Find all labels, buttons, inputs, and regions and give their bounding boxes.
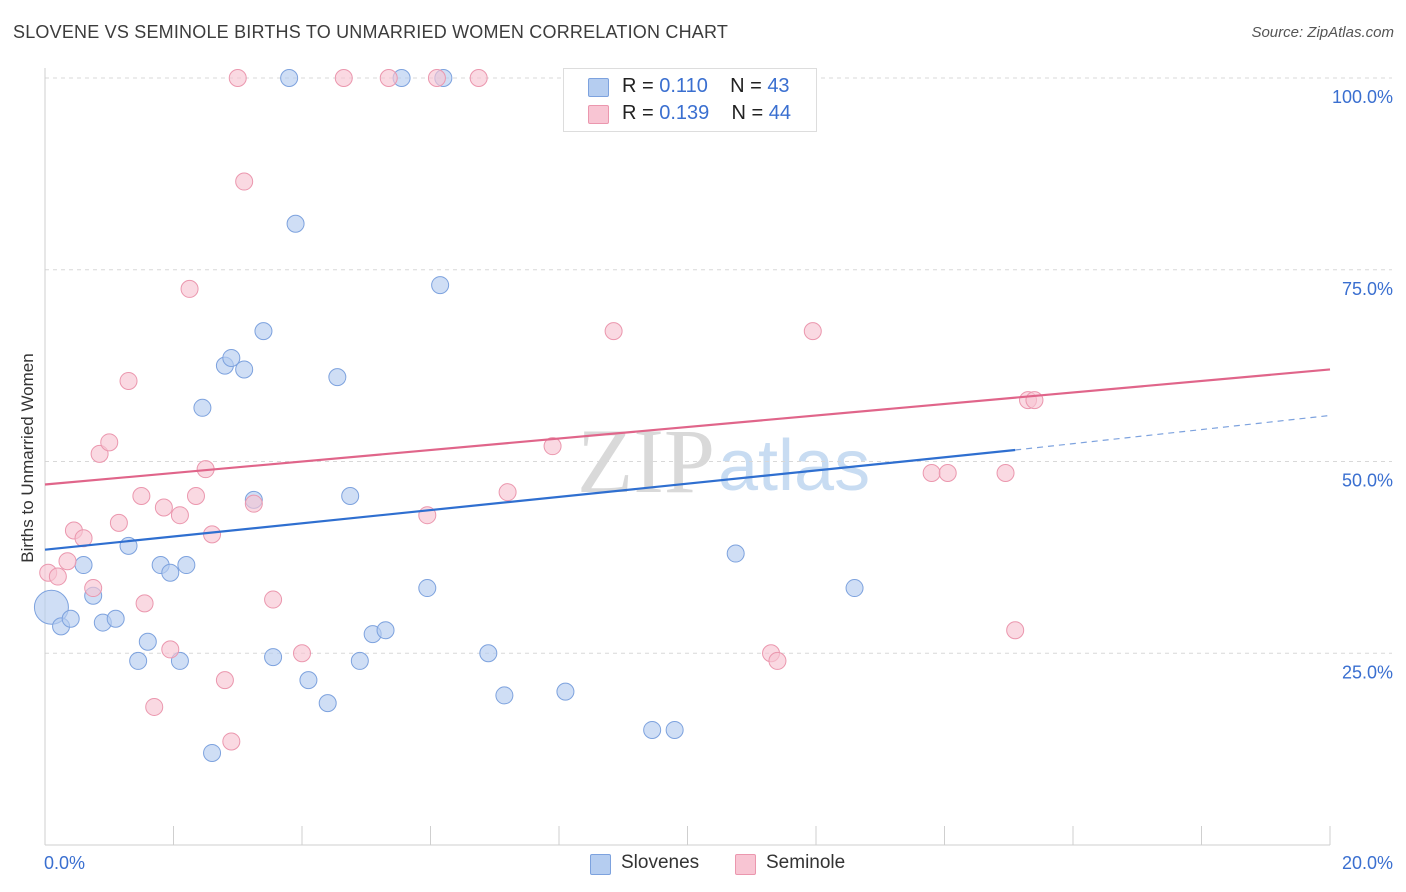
data-point-seminole	[379, 69, 398, 87]
y-tick-label: 75.0%	[1342, 279, 1393, 299]
data-point-seminole	[228, 69, 247, 87]
data-point-slovenes	[318, 694, 337, 713]
data-point-slovenes	[193, 398, 212, 417]
data-point-seminole	[145, 697, 164, 716]
legend-swatch-seminole	[588, 105, 609, 124]
trend-line-seminole	[44, 368, 1331, 486]
data-point-slovenes	[203, 743, 222, 762]
data-point-seminole	[90, 444, 109, 463]
data-point-slovenes	[350, 651, 369, 670]
data-point-seminole	[922, 464, 941, 483]
legend-n-label: N =	[731, 102, 764, 124]
bottom-legend-swatch-slovenes	[590, 854, 611, 875]
data-point-slovenes	[328, 368, 347, 387]
data-point-seminole	[498, 483, 517, 502]
data-point-seminole	[244, 494, 263, 513]
data-point-seminole	[135, 594, 154, 613]
data-point-slovenes	[845, 579, 864, 598]
data-point-seminole	[768, 651, 787, 670]
data-point-slovenes	[235, 360, 254, 379]
data-point-seminole	[293, 644, 311, 663]
data-point-seminole	[180, 279, 199, 298]
data-point-seminole	[1006, 621, 1025, 640]
legend-n-value: 44	[768, 102, 792, 124]
data-point-seminole	[161, 640, 180, 659]
data-point-seminole	[203, 525, 222, 544]
data-point-slovenes	[479, 644, 498, 663]
data-point-seminole	[543, 437, 562, 456]
data-point-seminole	[334, 69, 353, 87]
data-point-slovenes	[665, 720, 684, 739]
x-tick-label-min: 0.0%	[44, 853, 85, 873]
legend-n-value: 43	[767, 75, 790, 97]
correlation-legend: R = 0.110 N = 43 R = 0.139 N = 44	[563, 68, 817, 132]
data-point-seminole	[803, 322, 822, 341]
data-point-seminole	[604, 322, 623, 341]
watermark-atlas: atlas	[718, 426, 870, 506]
data-point-seminole	[109, 513, 128, 532]
data-point-slovenes	[431, 276, 450, 295]
trend-line-slovenes-extension	[1015, 414, 1331, 451]
x-tick-label-max: 20.0%	[1342, 853, 1393, 873]
chart-title: SLOVENE VS SEMINOLE BIRTHS TO UNMARRIED …	[13, 22, 729, 42]
data-point-slovenes	[280, 69, 299, 87]
data-point-seminole	[170, 506, 189, 525]
bottom-legend-swatch-seminole	[735, 854, 756, 875]
bottom-legend-label-seminole: Seminole	[766, 852, 846, 873]
data-point-slovenes	[222, 348, 241, 367]
data-point-slovenes	[129, 651, 148, 670]
data-point-slovenes	[264, 648, 283, 667]
data-point-slovenes	[161, 563, 180, 582]
y-tick-label: 50.0%	[1342, 471, 1393, 491]
data-point-slovenes	[376, 621, 395, 640]
data-point-seminole	[100, 433, 119, 452]
data-point-slovenes	[299, 671, 318, 690]
data-point-seminole	[469, 69, 488, 87]
legend-r-label: R =	[622, 75, 654, 97]
data-point-seminole	[235, 172, 254, 191]
data-point-seminole	[215, 671, 234, 690]
data-point-slovenes	[286, 214, 305, 233]
data-point-seminole	[427, 69, 446, 87]
data-point-slovenes	[106, 609, 125, 628]
data-point-slovenes	[33, 589, 69, 625]
data-point-seminole	[48, 567, 67, 586]
legend-n-label: N =	[730, 75, 762, 97]
legend-r-label: R =	[622, 102, 654, 124]
data-point-seminole	[222, 732, 241, 751]
data-point-seminole	[84, 579, 103, 598]
data-point-seminole	[154, 498, 173, 517]
legend-swatch-slovenes	[588, 78, 609, 97]
legend-r-value: 0.139	[659, 102, 710, 124]
data-point-seminole	[58, 552, 77, 571]
data-point-slovenes	[341, 487, 360, 506]
data-point-seminole	[1025, 391, 1044, 410]
data-point-seminole	[996, 464, 1015, 483]
data-point-slovenes	[418, 579, 437, 598]
data-point-seminole	[119, 371, 138, 390]
data-point-slovenes	[177, 556, 196, 575]
data-point-slovenes	[556, 682, 575, 701]
source-label: Source: ZipAtlas.com	[1251, 24, 1394, 41]
y-tick-label: 25.0%	[1342, 662, 1393, 682]
data-point-slovenes	[254, 322, 273, 341]
data-point-seminole	[186, 487, 205, 506]
data-point-slovenes	[138, 632, 157, 651]
y-tick-label: 100.0%	[1332, 87, 1393, 107]
trend-line-slovenes	[44, 448, 1016, 551]
data-point-slovenes	[61, 609, 80, 628]
data-point-seminole	[132, 487, 151, 506]
data-point-slovenes	[643, 720, 662, 739]
data-point-slovenes	[170, 651, 189, 670]
legend-r-value: 0.110	[659, 75, 708, 97]
data-point-seminole	[264, 590, 283, 609]
data-point-slovenes	[726, 544, 745, 563]
bottom-legend-label-slovenes: Slovenes	[621, 852, 700, 873]
data-point-seminole	[938, 464, 957, 483]
data-point-slovenes	[495, 686, 514, 705]
data-point-slovenes	[74, 556, 93, 575]
